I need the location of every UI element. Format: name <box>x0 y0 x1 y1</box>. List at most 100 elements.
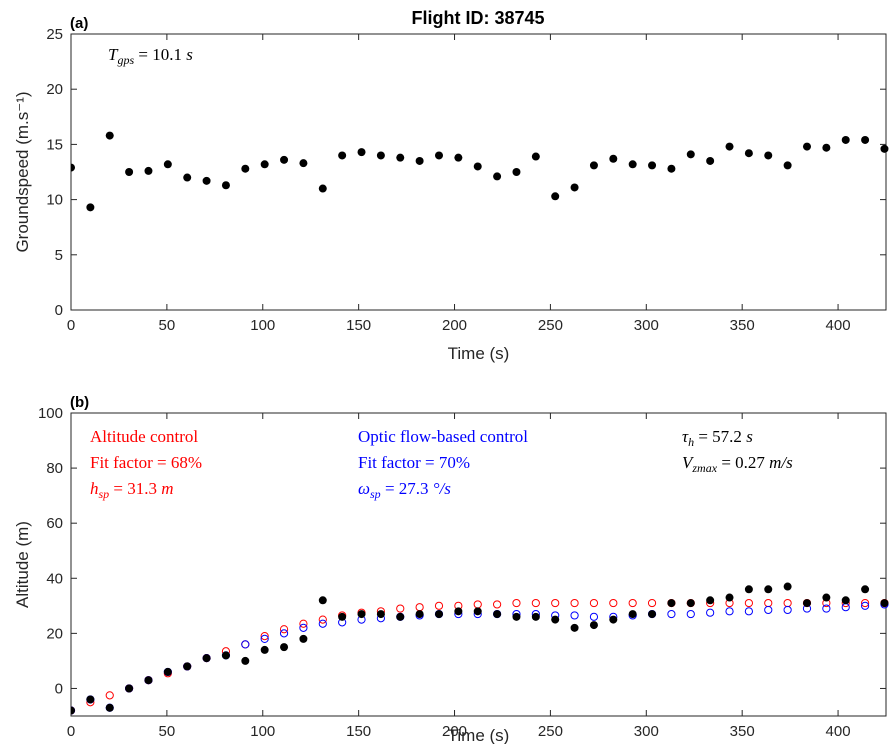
data-point <box>299 634 308 643</box>
data-point <box>415 603 424 612</box>
y-axis-label: Altitude (m) <box>13 521 32 608</box>
annotation-alt2: Fit factor = 68% <box>90 453 202 472</box>
data-point <box>71 163 75 172</box>
x-tick-label: 100 <box>250 317 275 334</box>
data-point <box>609 154 618 163</box>
data-point <box>318 619 327 628</box>
data-point <box>628 598 637 608</box>
annotation-of3: ωsp = 27.3 °/s <box>358 479 451 501</box>
data-point <box>861 585 870 594</box>
y-tick-label: 20 <box>46 625 63 642</box>
data-point <box>338 612 347 621</box>
data-point <box>880 144 889 153</box>
data-point <box>299 159 308 168</box>
data-point <box>105 703 114 712</box>
data-point <box>706 596 715 605</box>
y-tick-label: 5 <box>55 247 63 264</box>
data-point <box>318 615 327 624</box>
annotation-tau: τh = 57.2 s <box>682 427 753 449</box>
annotation-of1: Optic flow-based control <box>358 427 528 446</box>
data-point <box>280 155 289 164</box>
data-point <box>434 601 444 610</box>
y-tick-label: 100 <box>38 405 63 422</box>
data-point <box>706 608 715 617</box>
data-points <box>71 582 889 715</box>
data-point <box>144 676 153 685</box>
data-point <box>260 645 269 654</box>
data-point <box>531 612 540 621</box>
data-point <box>473 600 482 609</box>
y-tick-label: 0 <box>55 302 63 319</box>
plot-area-0 <box>70 33 887 311</box>
data-point <box>531 152 540 161</box>
data-point <box>802 599 811 608</box>
annotation-alt1: Altitude control <box>90 427 198 446</box>
data-point <box>105 131 114 140</box>
data-point <box>667 164 676 173</box>
data-point <box>357 148 366 157</box>
data-point <box>260 160 269 169</box>
data-point <box>589 621 598 630</box>
data-point <box>841 603 850 612</box>
data-point <box>279 629 289 638</box>
data-point <box>144 166 153 175</box>
data-point <box>105 691 114 700</box>
x-tick-label: 350 <box>730 317 755 334</box>
data-point <box>280 643 289 652</box>
y-tick-label: 25 <box>46 26 63 43</box>
x-tick-label: 350 <box>730 723 755 740</box>
data-point <box>860 598 870 608</box>
data-point <box>570 611 579 620</box>
data-point <box>415 156 424 165</box>
x-tick-label: 250 <box>538 317 563 334</box>
data-point <box>860 601 870 610</box>
data-point <box>628 160 637 169</box>
plot-area-1 <box>70 412 887 717</box>
data-point <box>241 164 250 173</box>
x-tick-label: 200 <box>442 317 467 334</box>
data-point <box>570 623 579 632</box>
data-point <box>396 612 405 621</box>
x-tick-label: 0 <box>67 317 75 334</box>
data-point <box>493 610 502 619</box>
data-point <box>822 604 831 613</box>
data-point <box>512 168 521 176</box>
data-point <box>783 605 792 615</box>
data-point <box>589 161 598 170</box>
data-point <box>783 598 792 608</box>
data-point <box>570 183 579 192</box>
x-tick-label: 250 <box>538 723 563 740</box>
data-point <box>744 149 753 158</box>
x-tick-label: 0 <box>67 723 75 740</box>
data-point <box>609 615 618 624</box>
data-point <box>241 640 250 649</box>
data-point <box>357 610 366 619</box>
data-point <box>396 153 405 162</box>
data-point <box>609 598 618 608</box>
data-point <box>241 656 250 665</box>
data-point <box>589 598 599 608</box>
data-point <box>744 585 753 594</box>
data-point <box>783 582 792 591</box>
y-tick-label: 20 <box>46 81 63 98</box>
data-point <box>822 143 831 152</box>
data-point <box>725 607 734 616</box>
data-point <box>376 610 385 619</box>
y-tick-label: 60 <box>46 515 63 532</box>
x-tick-label: 300 <box>634 723 659 740</box>
panel-label: (b) <box>70 394 89 411</box>
y-tick-label: 80 <box>46 460 63 477</box>
x-axis-label: Time (s) <box>448 726 510 744</box>
data-point <box>725 593 734 602</box>
data-point <box>861 135 870 144</box>
data-point <box>299 623 308 632</box>
y-tick-label: 10 <box>46 192 63 209</box>
x-tick-label: 400 <box>826 317 851 334</box>
data-point <box>880 599 889 608</box>
data-point <box>648 161 657 170</box>
data-point <box>841 596 850 605</box>
panel-a-groundspeed: 0 50 100 150 200 250 300 350 400 0 5 10 15 20 25 Time (… <box>13 15 889 363</box>
data-point <box>260 634 269 643</box>
panel-b-altitude: 0 50 100 150 200 250 300 350 400 0 20 40 60 80 100 Time… <box>13 394 889 744</box>
